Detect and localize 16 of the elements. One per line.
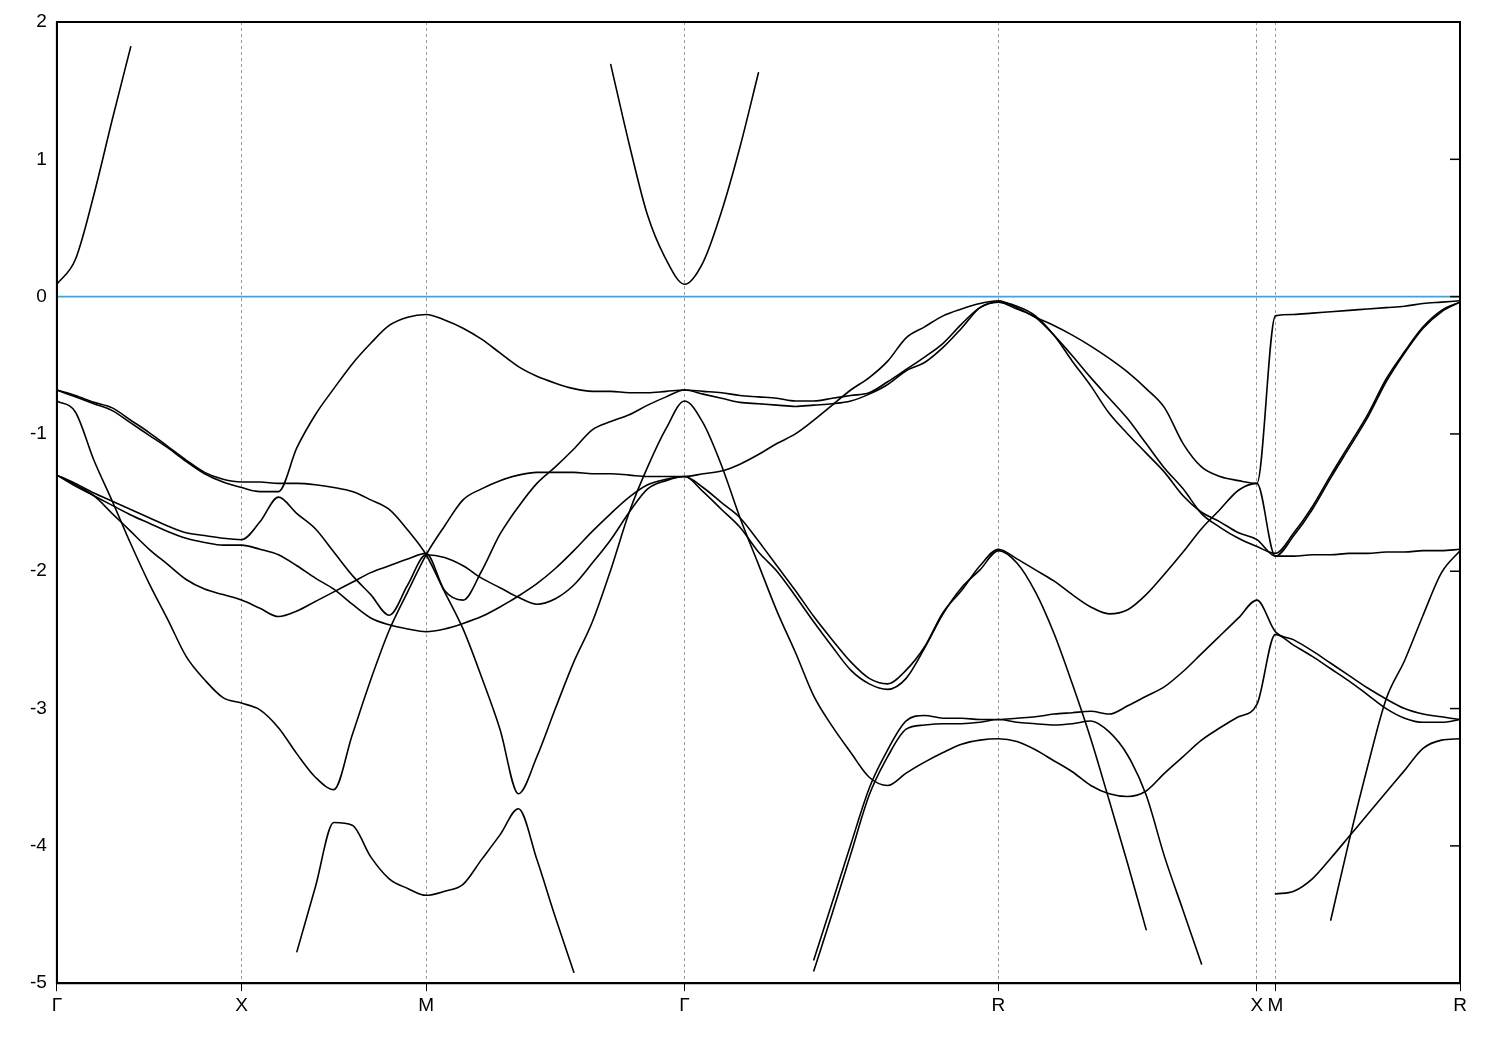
y-tick-label: -3 [29, 696, 47, 718]
x-tick-label: X [1250, 993, 1264, 1015]
x-tick-label: Γ [51, 993, 63, 1015]
x-tick-label: R [991, 993, 1006, 1015]
x-tick-label: X [235, 993, 249, 1015]
y-tick-label: -2 [29, 559, 47, 581]
y-tick-label: -4 [29, 834, 48, 856]
y-tick-label: -1 [29, 422, 47, 444]
y-tick-label: 2 [36, 10, 47, 32]
x-tick-label: R [1453, 993, 1467, 1015]
x-tick-label: M [1267, 993, 1284, 1015]
y-tick-label: -5 [29, 971, 47, 993]
y-tick-label: 1 [36, 147, 47, 169]
y-tick-label: 0 [36, 284, 47, 306]
x-tick-label: Γ [679, 993, 690, 1015]
x-tick-label: M [418, 993, 435, 1015]
